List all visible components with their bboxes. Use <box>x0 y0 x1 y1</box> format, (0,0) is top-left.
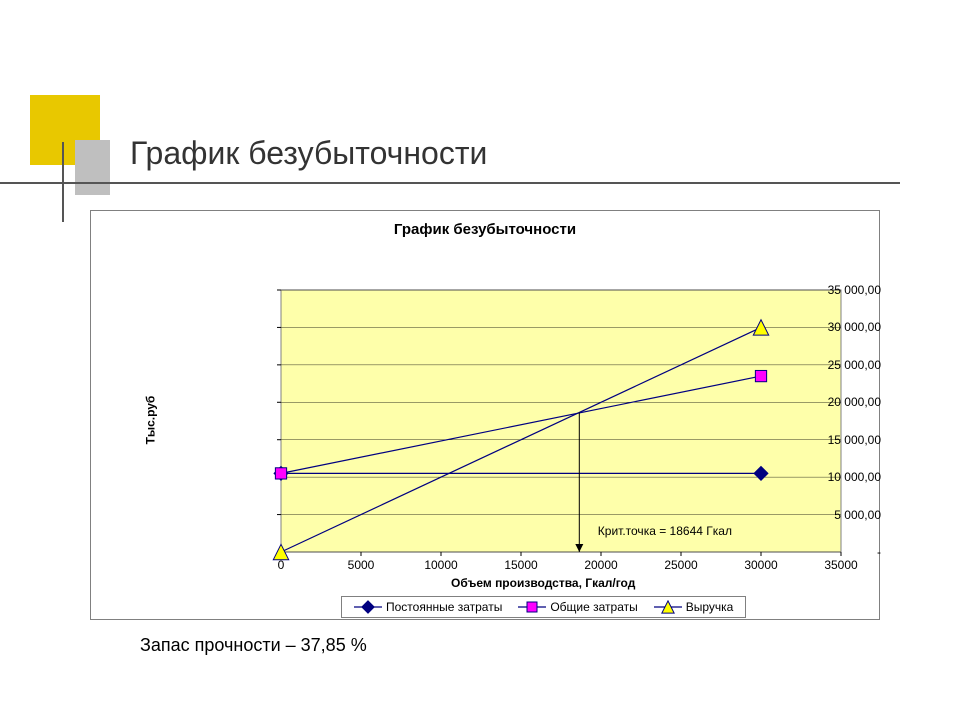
x-tick-label: 0 <box>278 558 285 572</box>
x-tick-label: 10000 <box>424 558 457 572</box>
y-tick-label: 25 000,00 <box>701 358 881 372</box>
x-axis-title: Объем производства, Гкал/год <box>451 576 635 590</box>
annotation-text: Крит.точка = 18644 Гкал <box>598 524 732 538</box>
safety-margin-text: Запас прочности – 37,85 % <box>140 635 367 656</box>
marker-diamond-icon <box>362 601 374 613</box>
slide-title: График безубыточности <box>130 135 487 172</box>
y-axis-title: Тыс.руб <box>143 396 157 445</box>
legend-label: Постоянные затраты <box>386 600 502 614</box>
y-tick-label: - <box>701 545 881 559</box>
y-tick-label: 5 000,00 <box>701 508 881 522</box>
chart-title: График безубыточности <box>91 221 879 238</box>
y-tick-label: 10 000,00 <box>701 470 881 484</box>
legend-label: Выручка <box>686 600 734 614</box>
chart-area: - 5 000,00 10 000,00 15 000,00 20 000,00 25 0… <box>91 242 881 622</box>
marker-square-icon <box>755 370 766 381</box>
title-underline-tick <box>62 142 64 222</box>
x-tick-label: 15000 <box>504 558 537 572</box>
deco-square-small <box>75 140 110 195</box>
chart-container: График безубыточности - 5 000,00 10 000,00… <box>90 210 880 620</box>
legend-label: Общие затраты <box>550 600 637 614</box>
legend-marker-icon <box>518 600 546 614</box>
legend-item: Постоянные затраты <box>354 600 502 614</box>
x-tick-label: 25000 <box>664 558 697 572</box>
x-tick-label: 30000 <box>744 558 777 572</box>
marker-square-icon <box>275 468 286 479</box>
x-tick-label: 5000 <box>348 558 375 572</box>
x-tick-label: 20000 <box>584 558 617 572</box>
legend-item: Выручка <box>654 600 734 614</box>
marker-square-icon <box>527 602 537 612</box>
legend-marker-icon <box>354 600 382 614</box>
legend-item: Общие затраты <box>518 600 637 614</box>
legend: Постоянные затраты Общие затраты Выручка <box>341 596 746 618</box>
legend-marker-icon <box>654 600 682 614</box>
y-tick-label: 20 000,00 <box>701 395 881 409</box>
y-tick-label: 35 000,00 <box>701 283 881 297</box>
y-tick-label: 30 000,00 <box>701 320 881 334</box>
y-tick-label: 15 000,00 <box>701 433 881 447</box>
x-tick-label: 35000 <box>824 558 857 572</box>
title-underline <box>0 182 900 184</box>
